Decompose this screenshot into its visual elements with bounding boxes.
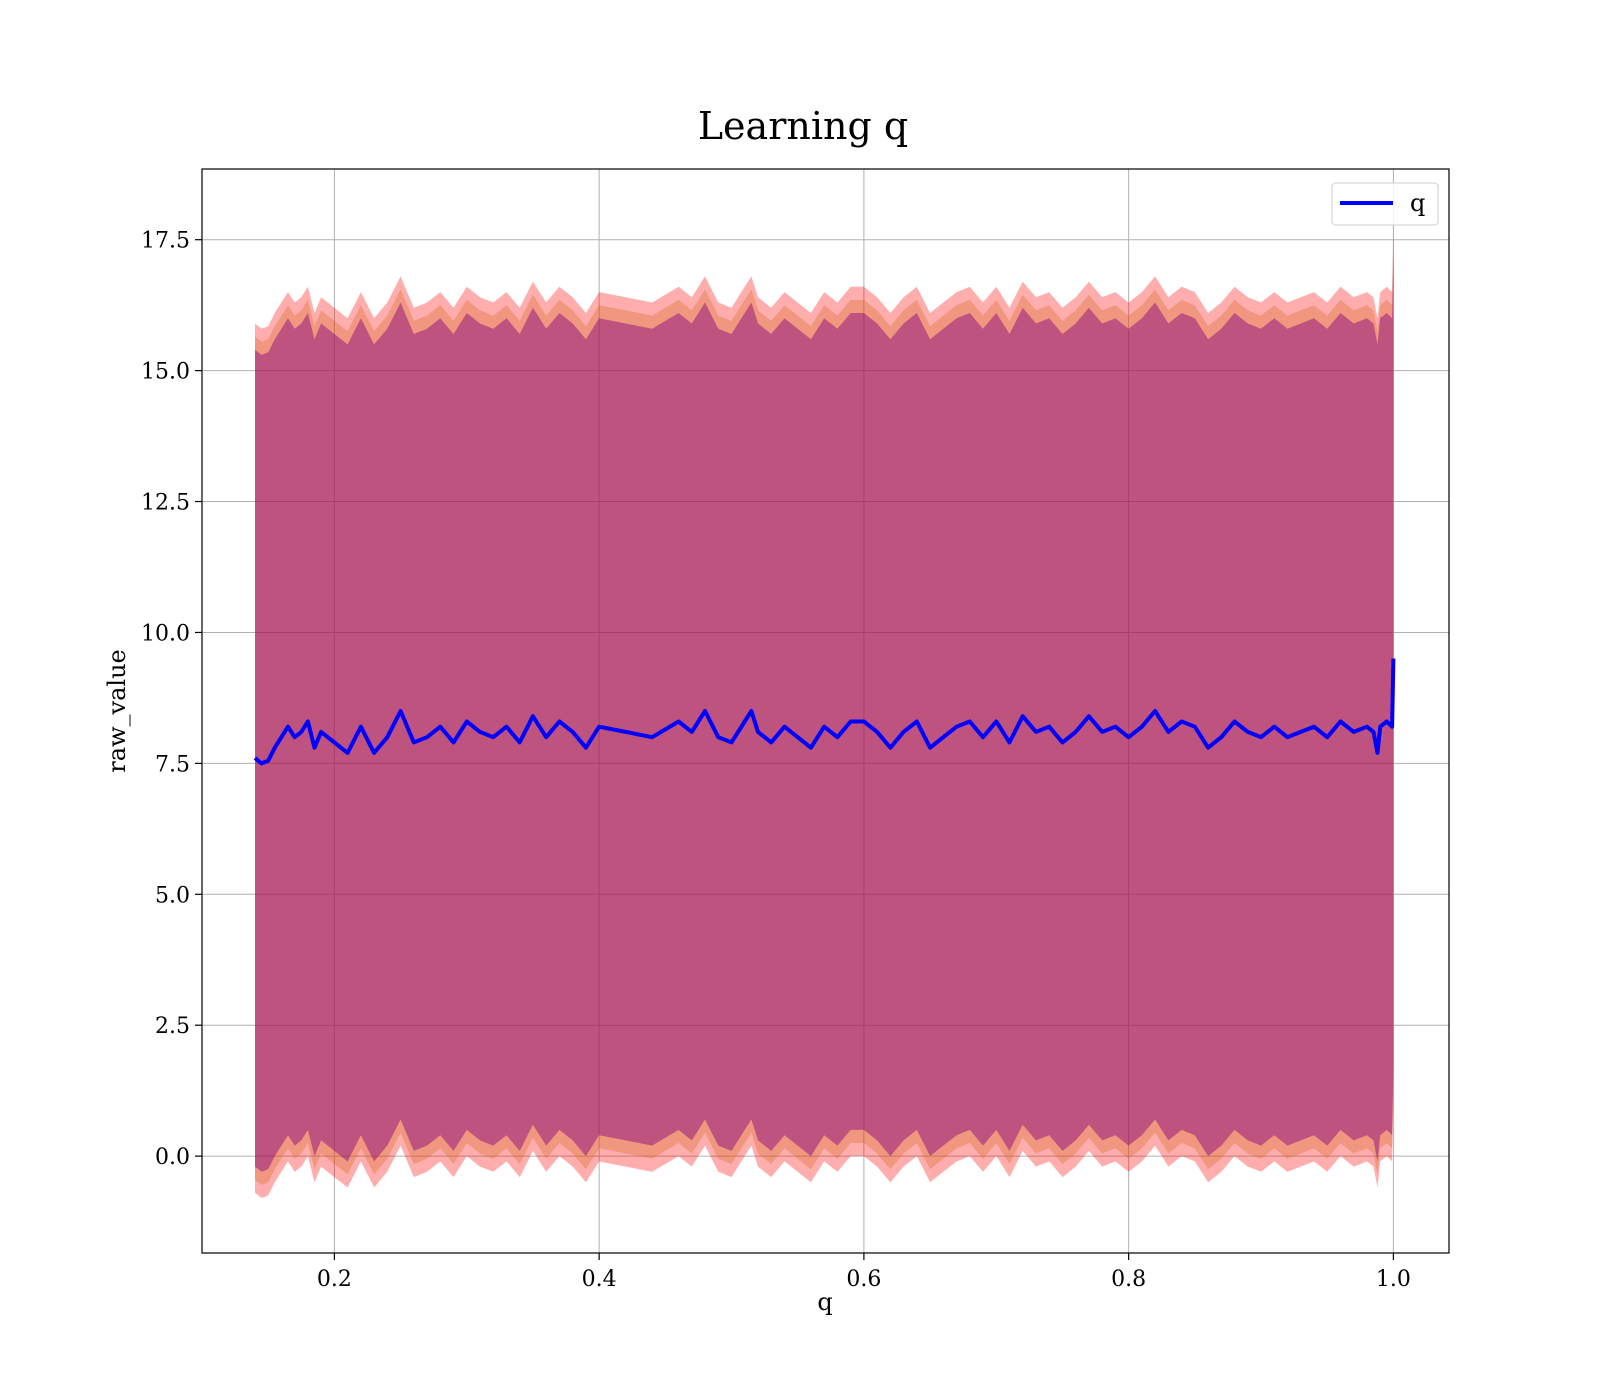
y-tick-label: 17.5 (141, 229, 190, 254)
series-line-q (253, 658, 1396, 766)
band-inner (255, 250, 1394, 1172)
chart-title: Learning q (698, 104, 908, 148)
y-tick-label: 15.0 (141, 360, 190, 385)
x-tick-label: 1.0 (1376, 1267, 1411, 1292)
y-tick-label: 12.5 (141, 491, 190, 516)
x-axis-label: q (817, 1288, 832, 1316)
y-tick-label: 7.5 (155, 752, 190, 777)
y-tick-label: 2.5 (155, 1014, 190, 1039)
series-lines (253, 658, 1396, 766)
legend-label-q: q (1410, 189, 1425, 217)
confidence-bands (255, 224, 1394, 1198)
y-tick-label: 10.0 (141, 621, 190, 646)
plot-frame (201, 168, 1450, 1254)
grid (202, 169, 1449, 1253)
x-axis-ticks: 0.2 0.4 0.6 0.8 1.0 (317, 1253, 1411, 1292)
band-outer (255, 224, 1394, 1198)
band-mid (255, 237, 1394, 1185)
x-tick-label: 0.8 (1111, 1267, 1146, 1292)
y-tick-label: 5.0 (155, 883, 190, 908)
y-axis-label: raw_value (103, 649, 131, 773)
y-tick-label: 0.0 (155, 1145, 190, 1170)
x-tick-label: 0.4 (582, 1267, 617, 1292)
y-axis-ticks: 0.0 2.5 5.0 7.5 10.0 12.5 15.0 17.5 (141, 229, 202, 1170)
x-tick-label: 0.6 (846, 1267, 881, 1292)
x-tick-label: 0.2 (317, 1267, 352, 1292)
legend: q (1331, 182, 1439, 226)
